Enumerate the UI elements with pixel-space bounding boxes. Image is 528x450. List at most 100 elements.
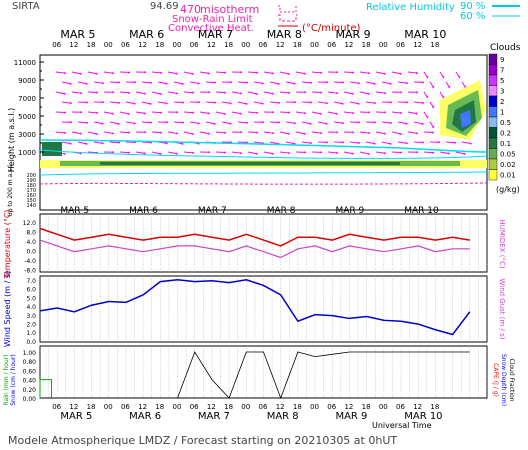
wind-arrow [125,101,135,105]
legend-level: 2 [500,98,504,106]
wind-arrow-head [389,142,392,145]
wind-arrow [279,91,289,94]
wind-arrow-head [415,112,418,115]
wind-arrow-head [165,121,168,124]
hour-label: 06 [396,41,405,49]
wind-arrow-head [95,72,98,75]
wind-arrow-head [261,102,264,105]
wind-arrow-head [367,152,370,155]
wind-arrow-head [335,151,338,154]
legend-swatch [488,85,498,97]
wind-arrow [151,91,161,95]
universal-time-label: Universal Time [372,421,432,430]
snow-depth-ylabel: Snow Depth (cm) [500,354,507,406]
hour-label: 06 [121,41,130,49]
convective-label: Convective Heat. [168,23,254,34]
wind-arrow [279,151,289,154]
wind-arrow [359,151,369,155]
hour-label: 06 [327,41,336,49]
wind-arrow [167,71,177,75]
wind-arrow-head [271,132,274,135]
wind-arrow-head [197,82,200,85]
snow-rain-swatch [278,14,298,22]
wind-arrow [93,141,103,144]
temperature-ticks: 12.0 8.0 4.0 0.0 -4.0 -8.0 [23,220,37,275]
wind-arrow-head [432,106,435,109]
wind-tick-label: 7.0 [26,278,36,285]
wind-arrow [221,101,231,104]
wind-arrow [167,91,177,94]
wind-arrow-head [421,141,424,144]
cloud-patch [42,142,62,156]
wind-arrow [205,121,215,125]
hour-label: 06 [190,41,199,49]
wind-tick-label: 6.0 [26,287,36,294]
wind-arrow-head [442,76,445,79]
wind-arrow-head [133,102,136,105]
temperature-tick-label: 4.0 [26,239,36,246]
rh-contour [39,139,488,153]
wind-tick-label: 4.0 [26,304,36,311]
temperature-tick-label: -8.0 [24,268,36,275]
hour-label: 18 [87,403,96,411]
wind-arrow-head [421,101,424,104]
wind-arrow [397,81,407,84]
wind-arrow-head [399,151,402,154]
wind-arrow-head [325,141,328,144]
wind-arrow [413,121,423,125]
wind-arrow [109,101,119,104]
wind-arrow-head [239,112,242,115]
wind-arrow [317,101,327,104]
cloud-legend-unit: (g/kg) [496,185,520,194]
wind-arrow [359,71,369,74]
wind-arrow-head [191,111,194,114]
wind-arrow [381,81,391,85]
temperature-panel [39,213,488,273]
wind-arrow [349,81,359,84]
wind-arrow-head [319,91,322,94]
wind-arrow-head [341,102,344,105]
wind-arrow [215,111,225,115]
wind-arrow-head [405,122,408,125]
wind-arrow-head [101,82,104,85]
wind-arrow-head [431,151,434,154]
cape-ylabel: CAPE (J / g) [492,363,499,397]
wind-arrow [397,141,407,144]
wind-arrow-head [469,142,472,145]
hour-label: 00 [173,403,182,411]
height-tick-label: 5000 [18,113,36,121]
wind-arrow [391,111,401,114]
wind-arrow-head [175,92,178,95]
wind-arrow-head [447,152,450,155]
wind-arrow [183,91,193,94]
wind-gust-ylabel: Wind Gust (m / s) [498,278,506,339]
wind-arrow-head [432,126,435,129]
wind-arrow-head [213,101,216,104]
wind-arrow [263,131,273,134]
wind-arrow-head [197,122,200,125]
hour-label: 18 [224,41,233,49]
wind-arrow [295,131,305,135]
wind-arrow [349,101,359,105]
day-label: MAR 10 [404,28,446,41]
wind-arrow [167,151,177,155]
wind-arrow-head [426,116,429,119]
hour-label: 12 [207,403,216,411]
wind-arrow-head [245,121,248,124]
wind-arrow [109,121,119,125]
wind-arrow [269,101,279,104]
height-tick-label: 1000 [18,149,36,157]
wind-arrow [151,151,161,155]
wind-arrow-head [127,112,130,115]
wind-arrow [173,81,183,85]
wind-arrow-head [458,76,461,79]
wind-arrow-head [181,82,184,85]
wind-arrow-head [191,132,194,135]
wind-arrow [269,81,279,85]
hour-label: 18 [293,403,302,411]
wind-arrow [237,101,247,105]
wind-arrow-head [63,152,66,155]
hour-label: 00 [379,41,388,49]
wind-arrow [253,141,263,144]
wind-ticks: 7.0 6.05.0 4.0 3.0 2.01.0 0.0 [26,278,36,346]
